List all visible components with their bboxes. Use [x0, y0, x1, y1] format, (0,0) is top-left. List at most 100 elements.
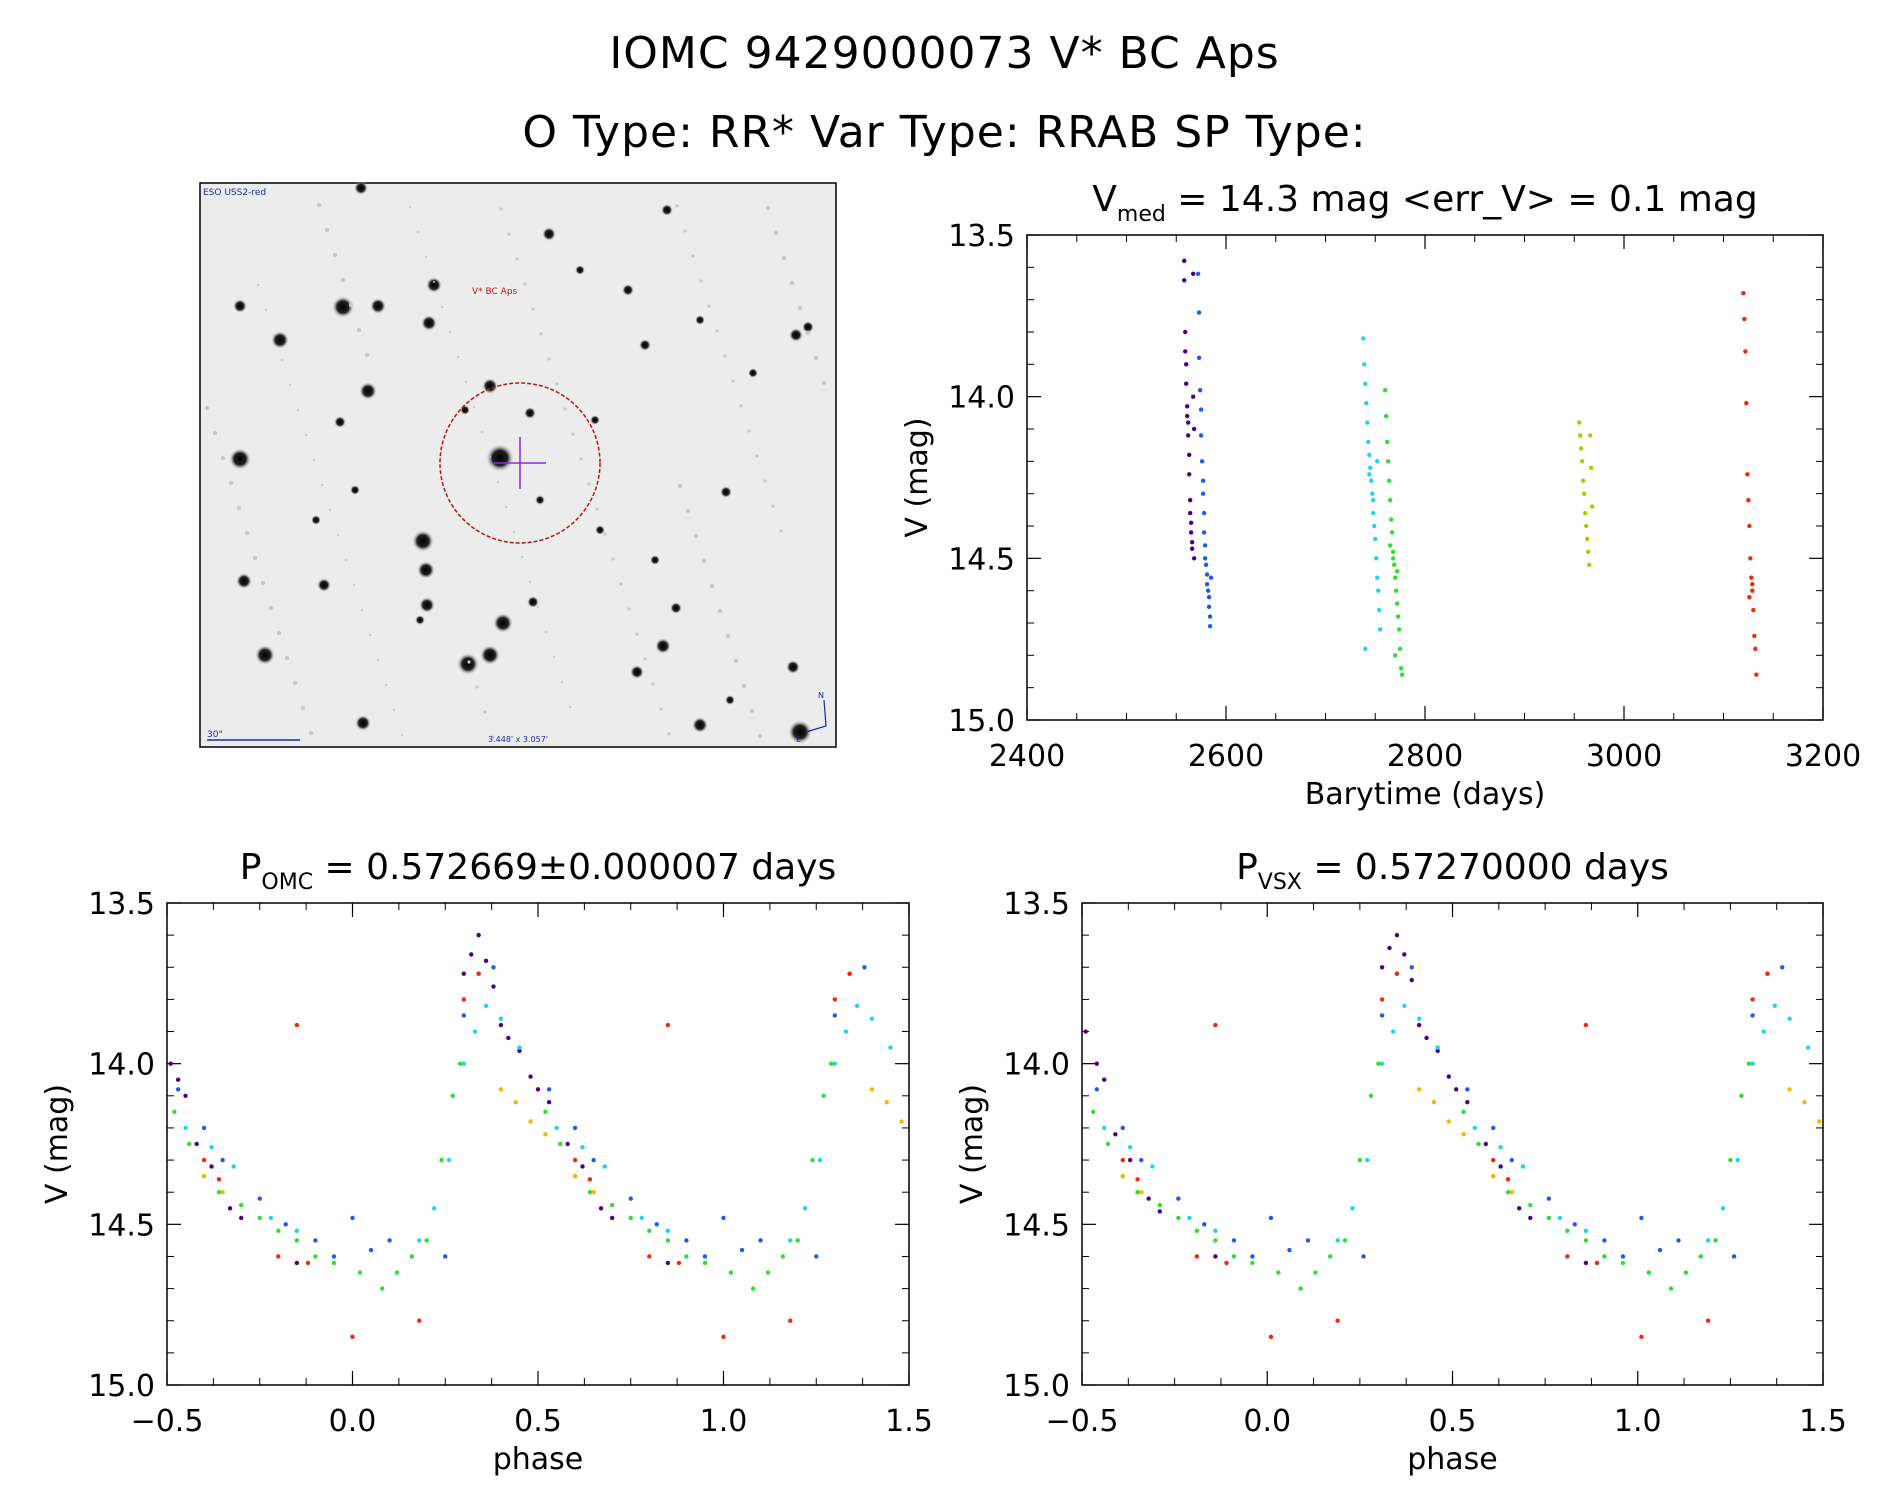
noise-dot-42	[369, 634, 371, 636]
noise-dot-23	[733, 658, 739, 664]
star-4	[370, 298, 386, 314]
lightcurve-point-season2a-7	[1368, 465, 1373, 470]
lightcurve-point-season2b-14	[1396, 627, 1402, 632]
phase_vsx-point-blue-15	[1491, 1125, 1496, 1131]
lightcurve-point-season3-10	[1586, 562, 1592, 567]
phase_vsx-point-blue-20	[1620, 1254, 1626, 1259]
lightcurve-point-season4-15	[1750, 582, 1755, 587]
phase_omc-point-yellow-8	[869, 1087, 875, 1092]
phase_omc-point-purple-17	[535, 1087, 541, 1092]
phase_omc-point-yellow-3	[513, 1100, 518, 1105]
lightcurve-point-season1a-7	[1184, 413, 1190, 419]
noise-dot-94	[715, 329, 719, 333]
phase_vsx-point-green-30	[1683, 1270, 1689, 1275]
lightcurve-point-season1b-14	[1204, 572, 1210, 577]
compass-icon	[805, 699, 827, 733]
phase_omc-point-red-14	[721, 1334, 726, 1340]
phase_vsx-point-green-15	[1357, 1157, 1363, 1163]
star-13	[789, 328, 803, 342]
phase_omc-point-green-12	[394, 1270, 400, 1275]
lightcurve-point-season2a-11	[1372, 523, 1377, 529]
noise-dot-73	[659, 707, 663, 711]
phase_omc-point-cyan-11	[498, 1016, 504, 1021]
phase_omc-point-red-2	[216, 1177, 222, 1182]
phase_vsx-point-green-16	[1368, 1093, 1374, 1099]
lightcurve-point-season1a-12	[1187, 497, 1193, 503]
star-12	[622, 284, 634, 296]
phase_vsx-point-green-2	[1120, 1173, 1125, 1179]
phase_vsx-series-blue	[1094, 965, 1785, 1259]
phase_vsx-point-red-11	[1505, 1177, 1511, 1182]
phase_omc-point-cyan-9	[472, 1029, 478, 1034]
phase_vsx-point-yellow-0	[1120, 1173, 1125, 1179]
phase_vsx-point-blue-23	[1676, 1238, 1681, 1243]
noise-dot-25	[531, 307, 535, 311]
phase_omc-xtick-label-1: 0.0	[329, 1404, 377, 1439]
phase_omc-point-blue-19	[684, 1238, 689, 1243]
lightcurve-point-season3-1	[1578, 433, 1583, 438]
lightcurve-point-season2b-10	[1392, 575, 1398, 580]
phase_omc-point-cyan-19	[802, 1206, 808, 1211]
lightcurve-point-season2b-8	[1390, 549, 1396, 555]
noise-dot-59	[204, 405, 210, 411]
noise-dot-19	[515, 257, 519, 261]
phase_vsx-point-purple-10	[1394, 932, 1400, 938]
phase_vsx-point-green-3	[1135, 1190, 1140, 1195]
star-5	[426, 277, 442, 293]
lightcurve-point-season2b-4	[1386, 478, 1392, 483]
noise-dot-98	[308, 730, 314, 736]
noise-dot-112	[763, 479, 767, 483]
star-47	[650, 555, 660, 565]
phase_omc-point-red-16	[832, 997, 837, 1002]
phase_vsx-point-red-12	[1565, 1254, 1570, 1259]
lightcurve-point-season2a-17	[1378, 627, 1383, 632]
phase_vsx-point-purple-15	[1435, 1048, 1440, 1054]
phase_vsx-point-blue-21	[1639, 1215, 1644, 1221]
lightcurve-title-rest: = 14.3 mag <err_V> = 0.1 mag	[1166, 179, 1758, 220]
noise-dot-3	[265, 309, 267, 311]
phase_vsx-point-red-17	[1765, 971, 1770, 976]
noise-dot-105	[537, 606, 539, 608]
lightcurve-point-season1b-12	[1202, 556, 1208, 561]
lightcurve-point-season1a-21	[1191, 556, 1197, 561]
noise-dot-114	[561, 681, 563, 683]
phase_omc-point-cyan-5	[417, 1238, 422, 1243]
phase_omc-point-blue-25	[832, 1013, 837, 1018]
noise-dot-106	[747, 429, 751, 433]
phase_omc-ytick-label-3: 15.0	[88, 1369, 155, 1404]
phase_omc-point-purple-18	[546, 1100, 552, 1105]
phase_omc-point-green-11	[379, 1286, 385, 1291]
lightcurve-point-season3-12	[1588, 465, 1594, 470]
phase_omc-point-red-1	[201, 1157, 207, 1163]
lightcurve-point-season3-4	[1581, 478, 1586, 483]
lightcurve-point-season1a-10	[1186, 452, 1192, 458]
phase_vsx-point-red-10	[1491, 1157, 1496, 1163]
phase_omc-title-rest: = 0.572669±0.000007 days	[313, 847, 836, 888]
phase_vsx-point-yellow-7	[1509, 1190, 1514, 1195]
phase_vsx-point-purple-2	[1102, 1077, 1107, 1082]
noise-dot-75	[457, 356, 459, 358]
phase_vsx-point-purple-16	[1446, 1074, 1451, 1079]
noise-dot-61	[627, 607, 631, 611]
phase_vsx-point-cyan-13	[1472, 1125, 1477, 1131]
noise-dot-35	[765, 205, 771, 211]
phase_omc-xtick-label-0: −0.5	[131, 1404, 204, 1439]
phase_vsx-point-cyan-24	[1787, 1016, 1792, 1021]
star-46	[725, 695, 735, 705]
phase_vsx-point-cyan-20	[1735, 1157, 1740, 1163]
star-30	[786, 660, 800, 674]
phase_vsx-point-red-5	[1268, 1334, 1274, 1340]
phase_omc-point-yellow-1	[220, 1190, 225, 1195]
star-32	[720, 486, 732, 498]
lightcurve-point-season4-5	[1746, 497, 1751, 503]
lightcurve-point-season1b-19	[1207, 614, 1213, 619]
phase_vsx-xlabel: phase	[1407, 1442, 1498, 1477]
lightcurve-point-season2b-20	[1387, 543, 1393, 548]
noise-dot-89	[284, 655, 290, 661]
phase_vsx-title: PVSX = 0.57270000 days	[1236, 847, 1669, 895]
phase_vsx-xtick-label-4: 1.5	[1799, 1404, 1847, 1439]
lightcurve-series-season4	[1741, 291, 1759, 677]
phase_vsx-point-green-31	[1698, 1254, 1703, 1259]
lightcurve-point-season4-3	[1744, 400, 1749, 406]
phase_vsx-point-purple-9	[1387, 945, 1392, 951]
